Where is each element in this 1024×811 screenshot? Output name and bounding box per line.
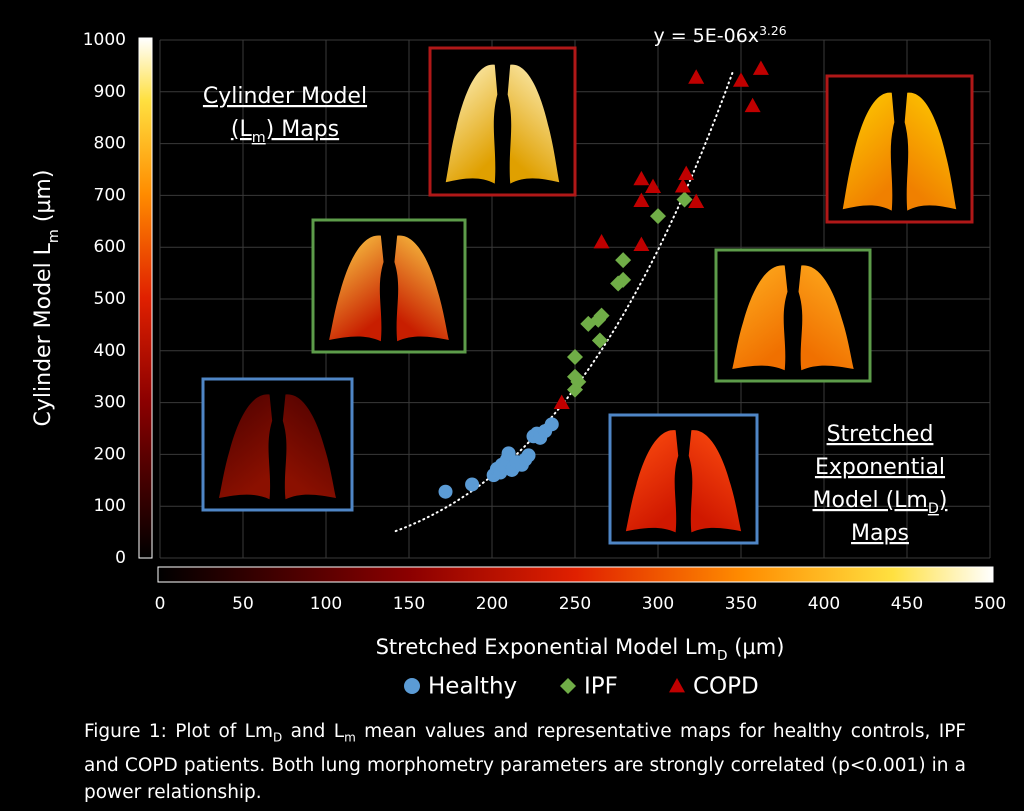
point bbox=[745, 98, 761, 112]
point bbox=[669, 678, 685, 692]
point bbox=[678, 166, 694, 180]
caption-part: m bbox=[344, 731, 356, 745]
x-tick-label: 300 bbox=[642, 594, 674, 614]
x-axis-label: Stretched Exponential Model LmD (µm) bbox=[376, 635, 785, 664]
y-axis-label-part: (µm) bbox=[31, 170, 56, 230]
caption-part: D bbox=[273, 731, 282, 745]
annotation: (Lm) Maps bbox=[231, 117, 339, 146]
annotation: Maps bbox=[851, 521, 909, 546]
annotation-part: D bbox=[928, 501, 939, 517]
point bbox=[465, 477, 479, 491]
legend-label: Healthy bbox=[428, 674, 517, 700]
y-tick-label: 700 bbox=[94, 185, 126, 205]
x-axis-label-part: Stretched Exponential Model Lm bbox=[376, 635, 717, 659]
point bbox=[592, 332, 608, 348]
x-tick-label: 450 bbox=[891, 594, 923, 614]
annotation-part: Model (Lm bbox=[813, 488, 928, 513]
trend-label-part: y = 5E-06x bbox=[653, 25, 759, 47]
y-tick-label: 0 bbox=[115, 548, 126, 568]
x-axis-label-part: D bbox=[717, 648, 728, 664]
annotation-part: Maps bbox=[851, 521, 909, 546]
x-tick-label: 50 bbox=[232, 594, 254, 614]
y-tick-label: 300 bbox=[94, 393, 126, 413]
x-tick-label: 200 bbox=[476, 594, 508, 614]
point bbox=[594, 234, 610, 248]
y-tick-label: 400 bbox=[94, 341, 126, 361]
x-colorbar bbox=[158, 567, 993, 582]
y-axis-label-part: m bbox=[46, 229, 62, 243]
point bbox=[633, 193, 649, 207]
annotation-part: m bbox=[252, 130, 266, 146]
point bbox=[633, 237, 649, 251]
point bbox=[688, 69, 704, 83]
point bbox=[545, 417, 559, 431]
trend-label: y = 5E-06x3.26 bbox=[653, 24, 786, 47]
annotation: Stretched bbox=[827, 422, 934, 447]
x-tick-label: 350 bbox=[725, 594, 757, 614]
point bbox=[567, 349, 583, 365]
y-axis-label-part: Cylinder Model L bbox=[31, 242, 56, 426]
annotation-part: ) Maps bbox=[266, 117, 339, 142]
annotation: Exponential bbox=[815, 455, 945, 480]
x-tick-label: 250 bbox=[559, 594, 591, 614]
y-tick-label: 200 bbox=[94, 444, 126, 464]
annotation-part: Exponential bbox=[815, 455, 945, 480]
point bbox=[615, 252, 631, 268]
caption: Figure 1: Plot of LmD and Lm mean values… bbox=[84, 718, 966, 806]
caption-part: and L bbox=[282, 721, 344, 742]
y-colorbar bbox=[139, 38, 152, 558]
x-axis-label-part: (µm) bbox=[728, 635, 785, 659]
annotation: Model (LmD) bbox=[813, 488, 948, 517]
x-tick-label: 150 bbox=[393, 594, 425, 614]
x-tick-label: 400 bbox=[808, 594, 840, 614]
caption-part: Figure 1: Plot of Lm bbox=[84, 721, 273, 742]
annotation-part: (L bbox=[231, 117, 253, 142]
annotation: Cylinder Model bbox=[203, 84, 367, 109]
point bbox=[753, 60, 769, 74]
x-tick-label: 100 bbox=[310, 594, 342, 614]
annotation-part: Stretched bbox=[827, 422, 934, 447]
point bbox=[439, 485, 453, 499]
y-tick-label: 800 bbox=[94, 134, 126, 154]
y-tick-label: 500 bbox=[94, 289, 126, 309]
trend-label-part: 3.26 bbox=[759, 24, 787, 38]
y-tick-label: 1000 bbox=[83, 30, 126, 50]
point bbox=[404, 678, 420, 694]
point bbox=[522, 448, 536, 462]
x-tick-label: 500 bbox=[974, 594, 1006, 614]
point bbox=[560, 678, 576, 694]
figure: 0 100 200 300 400 500 600 700 800 900 1000 0 50 100 15… bbox=[0, 0, 1024, 811]
y-tick-label: 600 bbox=[94, 237, 126, 257]
y-axis-label: Cylinder Model Lm (µm) bbox=[31, 170, 62, 427]
annotation-part: Cylinder Model bbox=[203, 84, 367, 109]
legend-label: COPD bbox=[693, 674, 759, 700]
point bbox=[633, 171, 649, 185]
point bbox=[645, 179, 661, 193]
annotation-part: ) bbox=[939, 488, 948, 513]
y-tick-label: 100 bbox=[94, 496, 126, 516]
y-tick-label: 900 bbox=[94, 82, 126, 102]
point bbox=[650, 208, 666, 224]
chart: 0 100 200 300 400 500 600 700 800 900 1000 0 50 100 15… bbox=[0, 0, 1024, 711]
point bbox=[733, 72, 749, 86]
legend-label: IPF bbox=[584, 674, 618, 700]
x-tick-label: 0 bbox=[155, 594, 166, 614]
